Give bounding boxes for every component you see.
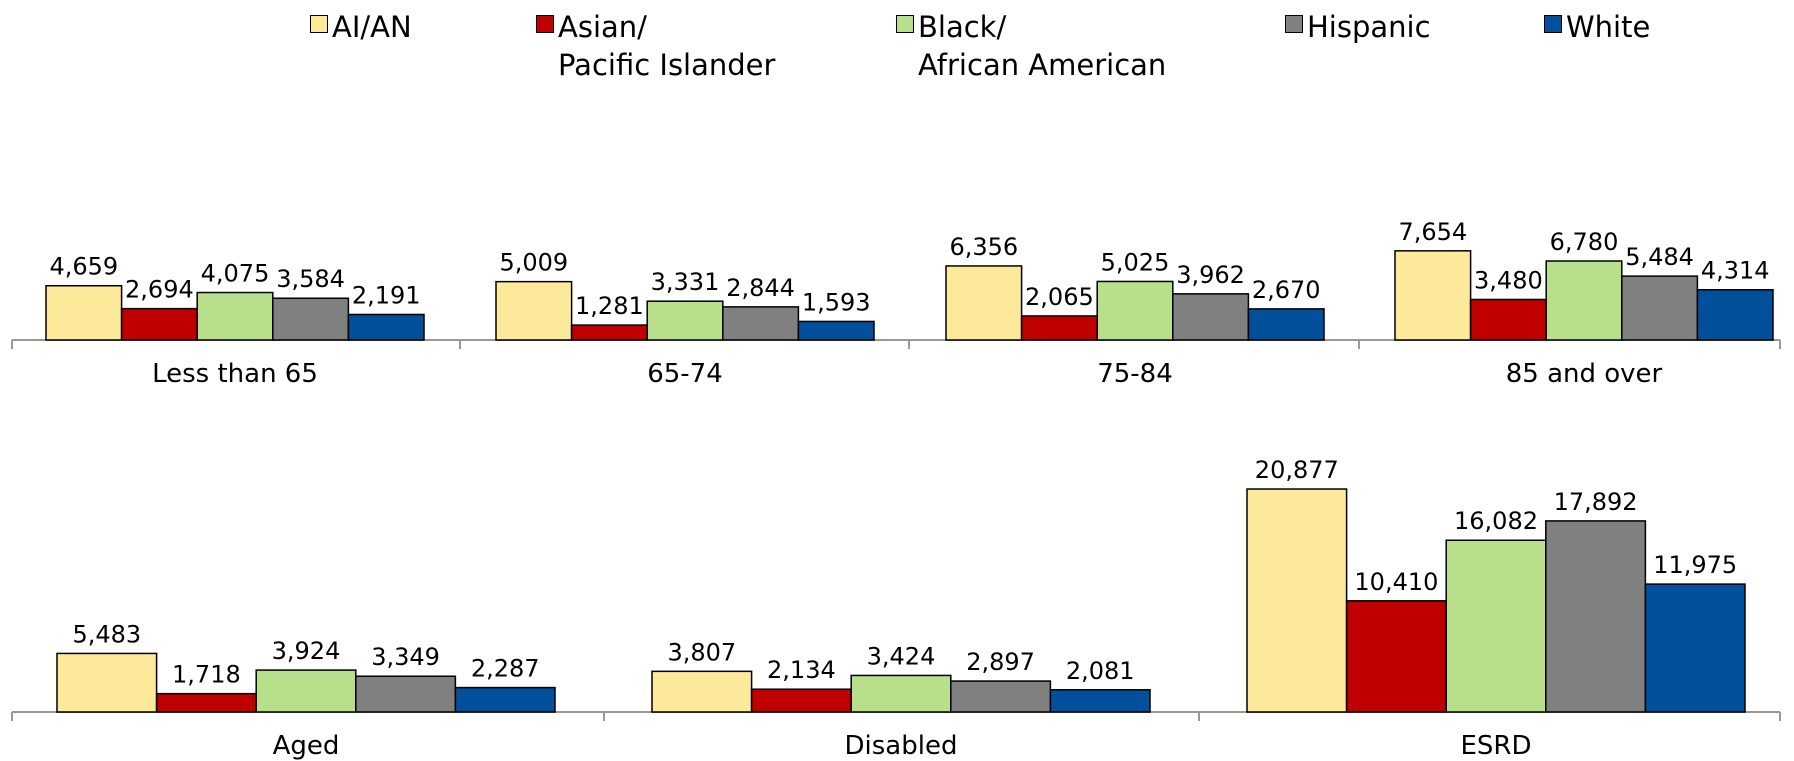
legend-swatch-hispanic (1285, 15, 1303, 33)
data-label-65-74-white: 1,593 (802, 288, 871, 316)
bar-disabled-ai-an (651, 670, 753, 713)
bar-disabled-asian-pacific-islander (750, 688, 852, 713)
data-label-65-74-black-african-american: 3,331 (651, 268, 720, 296)
bar-75-84-asian-pacific-islander (1020, 315, 1098, 341)
data-label-esrd-asian-pacific-islander: 10,410 (1354, 568, 1438, 596)
legend-swatch-black (896, 15, 914, 33)
bar-85-and-over-asian-pacific-islander (1469, 298, 1547, 341)
legend-label-hispanic: Hispanic (1307, 10, 1431, 44)
data-label-85-and-over-black-african-american: 6,780 (1550, 228, 1619, 256)
bar-75-84-hispanic (1172, 293, 1250, 341)
bar-65-74-black-african-american (646, 300, 724, 341)
bar-less-than-65-asian-pacific-islander (120, 307, 198, 341)
chart-legend: AI/AN Asian/ Pacific Islander Black/ Afr… (0, 0, 1794, 90)
data-label-less-than-65-white: 2,191 (352, 281, 421, 309)
bar-aged-black-african-american (255, 669, 357, 713)
legend-item-hispanic: Hispanic (1285, 8, 1431, 46)
legend-label-asian: Asian/ Pacific Islander (558, 10, 776, 82)
legend-item-aian: AI/AN (310, 8, 412, 46)
data-label-aged-white: 2,287 (471, 655, 540, 683)
category-label-less-than-65: Less than 65 (152, 359, 318, 389)
data-label-less-than-65-hispanic: 3,584 (276, 265, 345, 293)
data-label-75-84-black-african-american: 5,025 (1101, 248, 1170, 276)
data-label-75-84-hispanic: 3,962 (1176, 261, 1245, 289)
bar-esrd-white (1644, 583, 1746, 713)
data-label-disabled-hispanic: 2,897 (966, 648, 1035, 676)
data-label-esrd-hispanic: 17,892 (1554, 488, 1638, 516)
data-label-esrd-black-african-american: 16,082 (1454, 507, 1538, 535)
category-label-disabled: Disabled (845, 731, 958, 761)
bar-75-84-ai-an (945, 265, 1023, 341)
data-label-65-74-ai-an: 5,009 (499, 249, 568, 277)
bar-disabled-hispanic (950, 680, 1052, 713)
category-label-esrd: ESRD (1460, 731, 1531, 761)
bar-75-84-white (1247, 308, 1325, 341)
bar-less-than-65-white (347, 313, 425, 341)
bar-85-and-over-black-african-american (1545, 260, 1623, 341)
legend-label-aian: AI/AN (332, 10, 412, 44)
category-label-aged: Aged (273, 731, 340, 761)
data-label-esrd-white: 11,975 (1653, 551, 1737, 579)
data-label-85-and-over-ai-an: 7,654 (1398, 218, 1467, 246)
data-label-esrd-ai-an: 20,877 (1255, 456, 1339, 484)
data-label-85-and-over-hispanic: 5,484 (1625, 243, 1694, 271)
bar-esrd-black-african-american (1445, 539, 1547, 713)
bar-disabled-white (1049, 689, 1151, 713)
legend-swatch-asian (536, 15, 554, 33)
bar-65-74-ai-an (495, 280, 573, 341)
bar-aged-hispanic (355, 675, 457, 713)
bar-less-than-65-hispanic (272, 297, 350, 341)
data-label-aged-black-african-american: 3,924 (272, 637, 341, 665)
bar-aged-asian-pacific-islander (155, 692, 257, 713)
legend-label-black: Black/ African American (918, 10, 1167, 82)
data-label-85-and-over-white: 4,314 (1701, 257, 1770, 285)
legend-item-asian: Asian/ Pacific Islander (536, 8, 775, 84)
bar-esrd-hispanic (1545, 520, 1647, 713)
bar-disabled-black-african-american (850, 674, 952, 713)
data-label-disabled-white: 2,081 (1066, 657, 1135, 685)
data-label-disabled-black-african-american: 3,424 (867, 642, 936, 670)
data-label-aged-hispanic: 3,349 (371, 643, 440, 671)
bar-65-74-asian-pacific-islander (570, 324, 648, 341)
bar-less-than-65-ai-an (45, 284, 123, 341)
data-label-75-84-ai-an: 6,356 (949, 233, 1018, 261)
legend-label-white: White (1566, 10, 1651, 44)
bar-85-and-over-ai-an (1394, 250, 1472, 341)
bar-esrd-asian-pacific-islander (1345, 600, 1447, 713)
data-label-disabled-asian-pacific-islander: 2,134 (767, 656, 836, 684)
data-label-aged-asian-pacific-islander: 1,718 (172, 661, 241, 689)
data-label-65-74-asian-pacific-islander: 1,281 (575, 292, 644, 320)
data-label-less-than-65-asian-pacific-islander: 2,694 (125, 276, 194, 304)
bar-85-and-over-white (1696, 288, 1774, 341)
data-label-85-and-over-asian-pacific-islander: 3,480 (1474, 266, 1543, 294)
category-label-65-74: 65-74 (647, 359, 723, 389)
chart-panel-2: 5,483 1,718 3,924 3,349 2,287 Aged 3,807 2,134 3… (11, 456, 1781, 761)
category-label-75-84: 75-84 (1097, 359, 1173, 389)
bar-aged-ai-an (56, 652, 158, 713)
data-label-65-74-hispanic: 2,844 (726, 274, 795, 302)
legend-item-black: Black/ African American (896, 8, 1166, 84)
data-label-75-84-asian-pacific-islander: 2,065 (1025, 283, 1094, 311)
data-label-disabled-ai-an: 3,807 (667, 638, 736, 666)
bar-65-74-hispanic (722, 306, 800, 341)
bar-65-74-white (797, 320, 875, 341)
legend-swatch-white (1544, 15, 1562, 33)
data-label-less-than-65-ai-an: 4,659 (49, 253, 118, 281)
bar-less-than-65-black-african-american (196, 291, 274, 341)
bar-esrd-ai-an (1246, 488, 1348, 713)
bar-75-84-black-african-american (1096, 280, 1174, 341)
data-label-aged-ai-an: 5,483 (72, 620, 141, 648)
bar-85-and-over-hispanic (1621, 275, 1699, 341)
category-label-85-and-over: 85 and over (1506, 359, 1663, 389)
data-label-75-84-white: 2,670 (1252, 276, 1321, 304)
legend-item-white: White (1544, 8, 1650, 46)
bar-aged-white (454, 686, 556, 713)
data-label-less-than-65-black-african-american: 4,075 (201, 260, 270, 288)
legend-swatch-aian (310, 15, 328, 33)
